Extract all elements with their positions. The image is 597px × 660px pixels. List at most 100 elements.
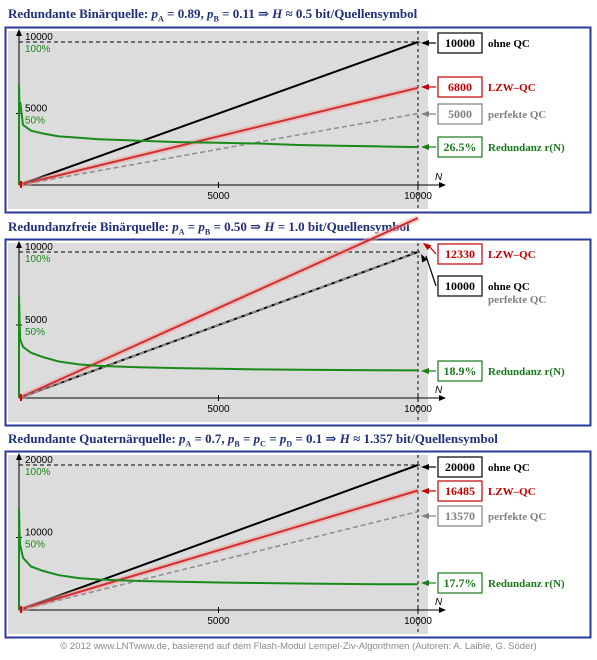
value-box-text: 12330	[445, 247, 475, 261]
series-line-2	[18, 510, 419, 611]
plot-background	[8, 243, 428, 422]
series-label: Redundanz r(N)	[488, 578, 565, 590]
pointer-arrow	[421, 368, 429, 374]
x-axis-arrow	[439, 182, 446, 188]
series-label: ohne QC	[488, 462, 530, 474]
footer: © 2012 www.LNTwww.de, basierend auf dem …	[60, 641, 537, 652]
title-text: Redundante Binärquelle:	[8, 6, 152, 21]
series-line-1	[18, 86, 419, 186]
title-var: p	[178, 431, 186, 446]
series-line-0	[18, 464, 419, 611]
value-box-text: 13570	[445, 509, 475, 523]
title-sub: B	[234, 439, 240, 449]
title-text: = 0.11 ⇒	[218, 6, 273, 21]
title-text: Redundante Quaternärquelle:	[8, 431, 179, 446]
x-axis-label: N	[435, 385, 443, 396]
title-sub: A	[185, 439, 192, 449]
title-text: =	[265, 431, 280, 446]
panel-2-title: Redundanzfreie Binärquelle: pA = pB = 0.…	[8, 219, 410, 237]
redundancy-tick-mid: 50%	[25, 327, 45, 338]
series-line-3	[18, 84, 419, 185]
title-var: p	[198, 219, 205, 234]
value-box	[437, 505, 483, 527]
value-box-text: 10000	[445, 279, 475, 293]
value-box	[437, 103, 483, 125]
x-tick-label-mid: 5000	[207, 616, 230, 627]
series-label: ohne QC	[488, 38, 530, 50]
pointer-arrow	[423, 243, 432, 251]
title-var: p	[172, 219, 179, 234]
value-box	[437, 360, 483, 382]
redundancy-tick-top: 100%	[25, 467, 51, 478]
y-axis-arrow	[16, 29, 22, 36]
x-tick-label-end: 10000	[404, 404, 432, 415]
title-var: p	[227, 431, 235, 446]
x-axis-arrow	[439, 607, 446, 613]
title-text: ≈ 0.5 bit/Quellensymbol	[282, 6, 418, 21]
title-var: p	[279, 431, 287, 446]
title-text: = 0.7,	[191, 431, 228, 446]
x-axis-arrow	[439, 395, 446, 401]
series-line-3	[18, 508, 419, 610]
redundancy-tick-top: 100%	[25, 44, 51, 55]
value-box	[437, 480, 483, 502]
y-tick-label-mid: 10000	[25, 528, 53, 539]
series-line-1	[18, 217, 419, 399]
title-sub: D	[286, 439, 293, 449]
series-line-3	[18, 295, 419, 398]
title-sub: A	[158, 14, 164, 24]
series-label: perfekte QC	[488, 511, 546, 523]
panel-3-title: Redundante Quaternärquelle: pA = 0.7, pB…	[8, 431, 498, 449]
plot-background	[8, 455, 428, 634]
pointer-arrow	[421, 144, 429, 150]
pointer-arrow	[421, 254, 428, 263]
series-label: perfekte QC	[488, 294, 546, 306]
y-tick-label-top: 10000	[25, 242, 53, 253]
redundancy-tick-mid: 50%	[25, 116, 45, 127]
value-box-text: 5000	[448, 107, 472, 121]
y-tick-label-mid: 5000	[25, 104, 48, 115]
title-sub: B	[204, 227, 211, 237]
pointer-arrow	[421, 488, 429, 494]
pointer-arrow	[421, 513, 429, 519]
pointer-line	[425, 255, 437, 287]
value-box-text: 26.5%	[444, 140, 477, 154]
x-axis-label: N	[435, 172, 443, 183]
series-label: LZW–QC	[488, 82, 536, 94]
title-sub: B	[213, 14, 219, 24]
redundancy-tick-top: 100%	[25, 254, 51, 265]
value-box	[437, 275, 483, 297]
chart-panel-3	[4, 450, 592, 639]
title-text: = 0.50 ⇒	[210, 219, 265, 234]
chart-panel-1	[4, 26, 592, 214]
series-line-0	[18, 41, 419, 186]
value-box-text: 16485	[445, 484, 475, 498]
value-box	[437, 243, 483, 265]
title-text: = 1.0 bit/Quellensymbol	[274, 219, 410, 234]
value-box	[437, 456, 483, 478]
pointer-arrow	[421, 464, 429, 470]
y-tick-label-top: 20000	[25, 455, 53, 466]
x-axis-label: N	[435, 597, 443, 608]
value-box	[437, 136, 483, 158]
title-var: H	[272, 6, 283, 21]
value-box-text: 20000	[445, 460, 475, 474]
x-tick-label-mid: 5000	[207, 404, 230, 415]
series-label: Redundanz r(N)	[488, 142, 565, 154]
series-label: perfekte QC	[488, 109, 546, 121]
series-line-1	[18, 489, 419, 611]
value-box-text: 17.7%	[444, 576, 477, 590]
y-tick-label-top: 10000	[25, 32, 53, 43]
title-text: = 0.1 ⇒	[292, 431, 340, 446]
title-text: ≈ 1.357 bit/Quellensymbol	[349, 431, 498, 446]
title-sub: A	[178, 227, 185, 237]
pointer-arrow	[421, 580, 429, 586]
value-box-text: 6800	[448, 80, 472, 94]
title-text: Redundanzfreie Binärquelle:	[8, 219, 173, 234]
value-box-text: 18.9%	[444, 364, 477, 378]
series-line-2	[18, 251, 419, 399]
title-text: = 0.89,	[163, 6, 207, 21]
y-axis-arrow	[16, 453, 22, 460]
title-text: =	[184, 219, 199, 234]
